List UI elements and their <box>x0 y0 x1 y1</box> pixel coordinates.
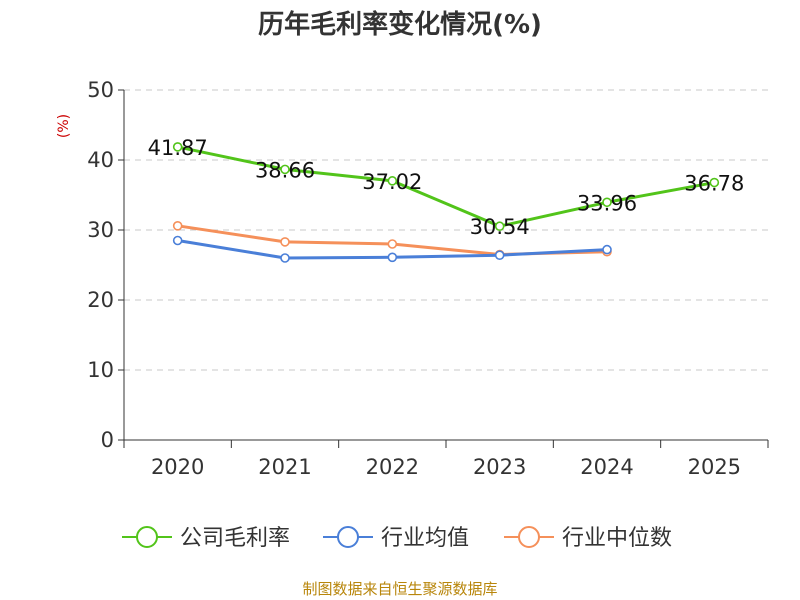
x-tick-label: 2025 <box>688 455 741 479</box>
data-point[interactable] <box>494 250 505 260</box>
y-tick-label: 10 <box>87 358 114 382</box>
legend-swatch-marker <box>337 526 359 548</box>
series-line <box>177 145 715 228</box>
data-point[interactable] <box>172 142 183 152</box>
legend-item[interactable]: 行业均值 <box>323 526 469 551</box>
legend-swatch-marker <box>136 526 158 548</box>
x-tick-label: 2020 <box>151 455 204 479</box>
y-tick-label: 40 <box>87 148 114 172</box>
legend-swatch-marker <box>518 526 540 548</box>
legend-item[interactable]: 行业中位数 <box>504 526 672 551</box>
data-point[interactable] <box>602 197 612 208</box>
data-point[interactable] <box>172 235 183 246</box>
data-point[interactable] <box>387 252 398 263</box>
data-label: 33.96 <box>577 191 637 215</box>
data-point[interactable] <box>280 253 290 263</box>
axes: 0 10 20 30 40 50 2020 2021 2022 2023 2024 2025 <box>87 78 769 479</box>
data-point[interactable] <box>280 164 290 175</box>
x-tick-label: 2024 <box>580 455 633 479</box>
x-tick-label: 2021 <box>258 455 311 479</box>
data-point[interactable] <box>494 221 505 232</box>
x-tick-label: 2023 <box>473 455 526 479</box>
legend-label: 行业中位数 <box>562 526 672 551</box>
data-labels: 41.87 38.66 37.02 30.54 33.96 36.78 <box>148 136 745 239</box>
data-point[interactable] <box>709 177 720 188</box>
x-tick-label: 2022 <box>366 455 419 479</box>
data-point[interactable] <box>387 176 398 186</box>
grid-lines <box>124 89 768 371</box>
y-axis-label: (%) <box>56 114 72 138</box>
data-label: 38.66 <box>255 158 315 182</box>
data-point[interactable] <box>280 237 290 247</box>
data-point[interactable] <box>602 244 612 255</box>
data-label: 30.54 <box>470 215 530 239</box>
y-tick-label: 0 <box>101 428 114 452</box>
data-label: 36.78 <box>684 172 744 196</box>
series-lines <box>172 142 720 263</box>
data-point[interactable] <box>172 221 183 231</box>
data-label: 37.02 <box>362 170 422 194</box>
data-label: 41.87 <box>148 136 208 160</box>
y-tick-label: 20 <box>87 288 114 312</box>
chart-title: 历年毛利率变化情况(%) <box>258 9 542 40</box>
legend-item[interactable]: 公司毛利率 <box>122 526 290 551</box>
legend-label: 公司毛利率 <box>180 526 290 551</box>
y-tick-label: 30 <box>87 218 114 242</box>
legend-label: 行业均值 <box>381 526 469 551</box>
data-point[interactable] <box>387 239 398 249</box>
source-note: 制图数据来自恒生聚源数据库 <box>302 580 497 598</box>
legend[interactable]: 公司毛利率 行业均值 行业中位数 <box>122 526 672 551</box>
y-tick-label: 50 <box>87 78 114 102</box>
